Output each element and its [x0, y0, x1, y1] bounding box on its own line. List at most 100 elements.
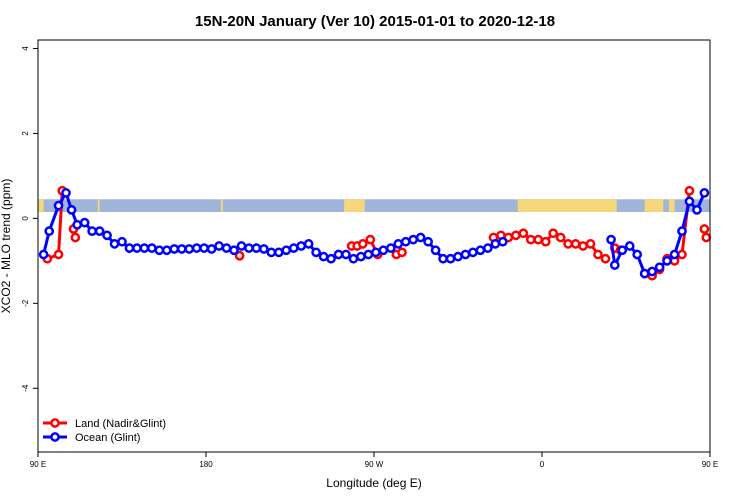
data-point: [378, 245, 389, 256]
data-point: [273, 247, 284, 258]
data-point: [518, 228, 529, 239]
legend-swatch-marker: [50, 418, 60, 428]
data-point: [94, 226, 105, 236]
data-point: [662, 256, 672, 266]
chart-title: 15N-20N January (Ver 10) 2015-01-01 to 2…: [195, 13, 555, 30]
data-point: [393, 239, 404, 249]
data-point: [311, 247, 321, 258]
x-axis-label: Longitude (deg E): [326, 476, 421, 490]
data-point: [348, 253, 359, 264]
data-point: [483, 243, 493, 253]
x-tick-label: 0: [540, 460, 545, 469]
data-point: [132, 243, 142, 253]
y-tick-label: 2: [21, 131, 30, 136]
legend: Land (Nadir&Glint) Ocean (Glint): [43, 418, 166, 444]
data-point: [236, 241, 247, 251]
data-point: [326, 253, 336, 264]
x-tick-label: 180: [199, 460, 213, 469]
series-layer: [38, 185, 712, 281]
data-point: [53, 249, 64, 260]
legend-label: Land (Nadir&Glint): [75, 418, 166, 430]
series-ocean: [38, 188, 710, 279]
data-point: [699, 188, 710, 198]
data-point: [654, 262, 665, 273]
data-point: [221, 243, 232, 253]
data-point: [341, 249, 351, 260]
data-point: [423, 236, 433, 247]
data-point: [124, 243, 135, 253]
data-point: [593, 249, 603, 260]
data-point: [475, 245, 486, 256]
data-point: [490, 239, 501, 249]
data-point: [259, 244, 269, 254]
data-point: [617, 245, 628, 256]
data-point: [677, 249, 687, 260]
data-point: [585, 239, 596, 249]
data-point: [229, 245, 239, 256]
land-band-segment: [220, 199, 223, 213]
data-point: [169, 244, 180, 254]
data-point: [699, 224, 710, 234]
land-band-segment: [97, 199, 100, 213]
data-point: [684, 196, 695, 207]
data-point: [563, 239, 573, 249]
data-point: [244, 243, 254, 253]
data-point: [684, 185, 695, 196]
data-point: [600, 253, 611, 264]
data-point: [632, 249, 643, 260]
x-axis: 90 E 180 90 W 0 90 E: [30, 452, 718, 469]
data-point: [117, 236, 127, 247]
data-point: [363, 249, 374, 260]
data-point: [415, 232, 426, 243]
data-point: [385, 243, 396, 253]
x-tick-label: 90 E: [702, 460, 718, 469]
data-point: [497, 236, 508, 247]
data-point: [191, 243, 202, 253]
data-point: [365, 234, 376, 245]
data-point: [109, 239, 120, 249]
data-point: [266, 247, 277, 258]
data-point: [555, 232, 566, 243]
data-point: [38, 249, 49, 260]
y-axis: 4 2 0 -2 -4: [21, 46, 38, 392]
data-point: [102, 230, 112, 241]
data-point: [540, 236, 551, 247]
data-point: [61, 188, 71, 198]
y-tick-label: -4: [21, 384, 30, 392]
data-point: [647, 266, 657, 277]
data-point: [70, 232, 81, 243]
data-point: [692, 205, 702, 215]
data-point: [288, 243, 299, 253]
land-ocean-band: [38, 199, 710, 213]
land-band-segment: [344, 199, 365, 213]
data-point: [639, 268, 650, 279]
land-band-segment: [517, 199, 617, 213]
data-point: [624, 241, 635, 251]
data-point: [79, 217, 90, 228]
data-point: [139, 243, 150, 253]
legend-item: Ocean (Glint): [43, 432, 140, 444]
data-point: [400, 236, 411, 247]
data-point: [176, 244, 187, 254]
data-point: [206, 244, 217, 254]
data-point: [356, 251, 366, 262]
data-point: [609, 260, 620, 270]
data-point: [669, 249, 680, 260]
land-band-segment: [668, 199, 675, 213]
data-point: [397, 247, 407, 258]
data-point: [184, 244, 195, 254]
data-point: [468, 247, 478, 258]
data-point: [511, 230, 521, 241]
data-point: [281, 245, 292, 256]
data-point: [525, 234, 536, 245]
data-point: [251, 243, 262, 253]
data-point: [214, 241, 224, 251]
data-point: [147, 243, 157, 253]
y-tick-label: -2: [21, 299, 30, 307]
land-band-segment: [644, 199, 664, 213]
data-point: [333, 249, 344, 260]
data-point: [408, 234, 419, 245]
data-point: [303, 239, 314, 249]
x-tick-label: 90 E: [30, 460, 46, 469]
land-band-segment: [38, 199, 44, 213]
